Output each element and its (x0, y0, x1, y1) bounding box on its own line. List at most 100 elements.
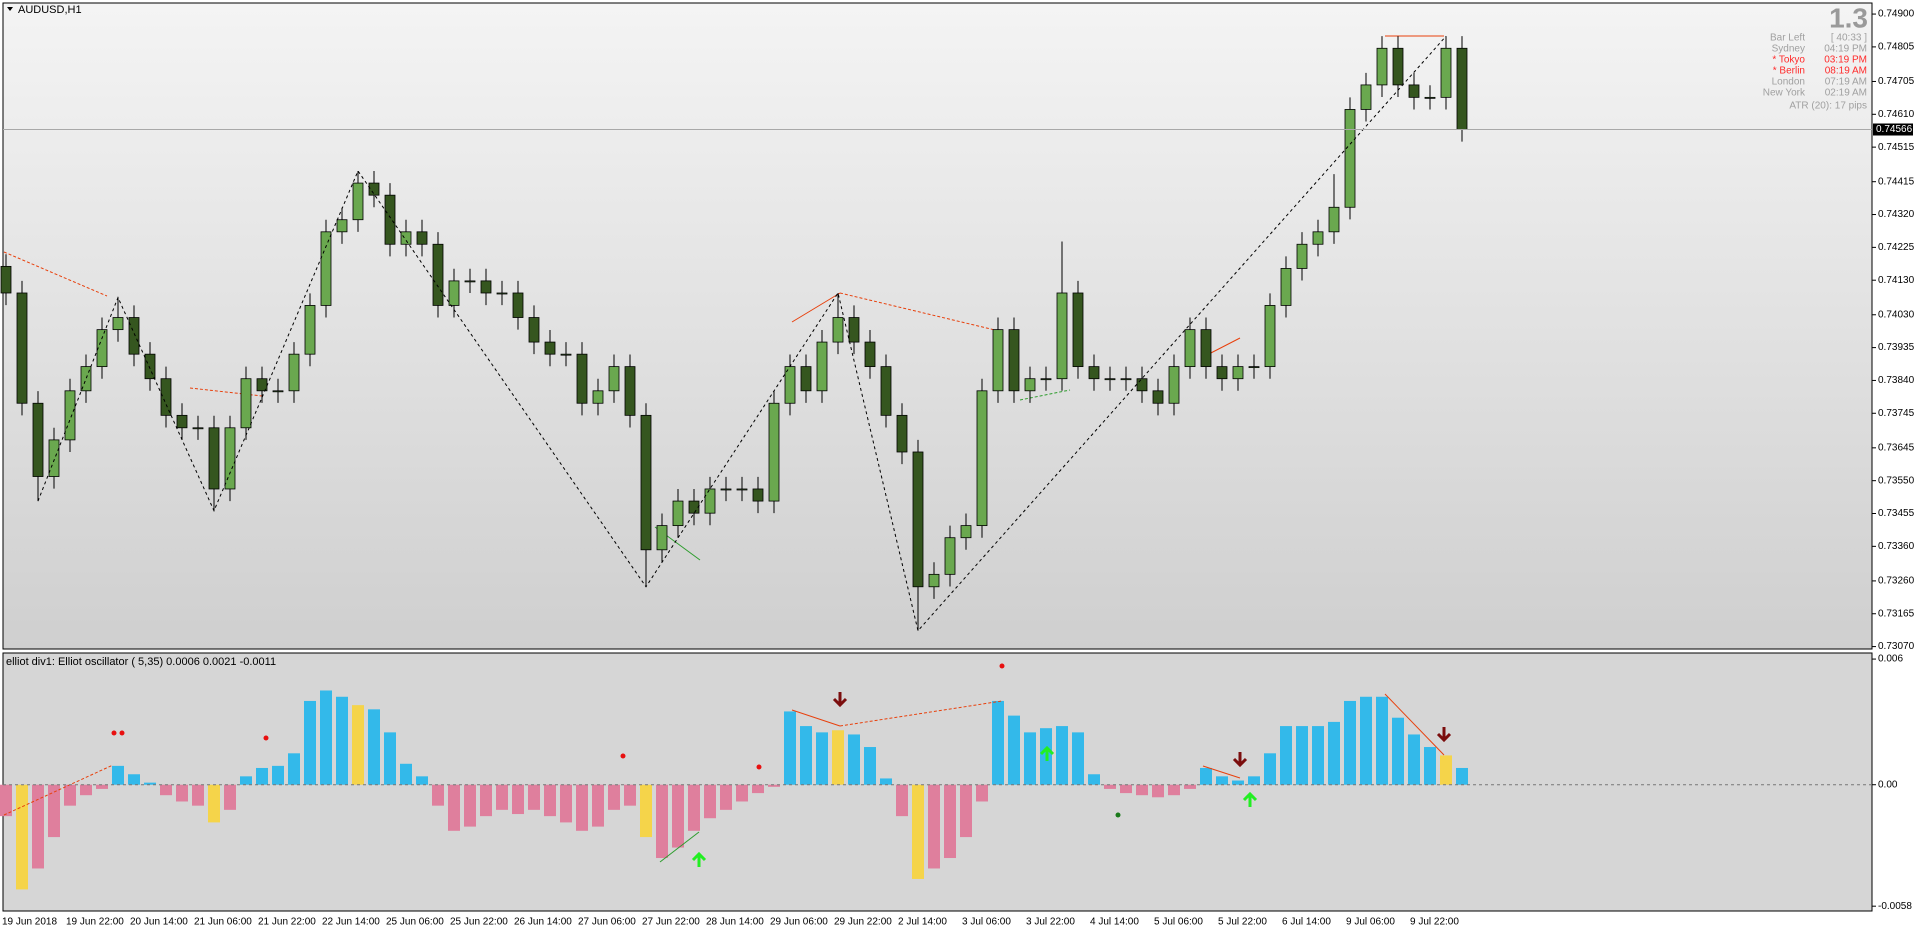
candle-body (816, 341, 828, 392)
candle-body (1120, 378, 1132, 381)
candle-body (1200, 329, 1212, 368)
x-tick-label: 27 Jun 06:00 (578, 917, 636, 928)
oscillator-bar (1344, 700, 1356, 785)
session-label: London (1772, 77, 1805, 88)
candle-body (1312, 231, 1324, 245)
divergence-line (1019, 389, 1071, 401)
candle-body (848, 317, 860, 343)
session-value: 03:19 PM (1824, 55, 1867, 66)
x-tick-label: 2 Jul 14:00 (898, 917, 947, 928)
oscillator-bar (1440, 755, 1452, 785)
oscillator-bar (1248, 776, 1260, 785)
candle-body (576, 353, 588, 404)
x-tick-label: 25 Jun 06:00 (386, 917, 444, 928)
signal-dot (1115, 812, 1121, 818)
candle-body (288, 353, 300, 392)
oscillator-bar (608, 784, 620, 810)
candle-body (1024, 378, 1036, 392)
oscillator-bar (240, 776, 252, 785)
candle-body (32, 402, 44, 477)
candle-body (720, 488, 732, 491)
oscillator-bar (368, 709, 380, 785)
oscillator-bar (416, 776, 428, 785)
oscillator-bar (1024, 732, 1036, 785)
candle-body (1184, 329, 1196, 368)
candle-body (352, 182, 364, 221)
divergence-line (839, 700, 1003, 727)
oscillator-bar (1280, 726, 1292, 785)
candle-body (16, 292, 28, 404)
candle-body (704, 488, 716, 514)
candle-body (480, 280, 492, 294)
oscillator-bar (256, 767, 268, 785)
oscillator-bar (432, 784, 444, 806)
oscillator-bar (1008, 715, 1020, 785)
x-tick-label: 5 Jul 06:00 (1154, 917, 1203, 928)
divergence-line (3, 251, 108, 297)
y-tick-label: 0.74415 (1878, 176, 1915, 187)
signal-dot (111, 730, 117, 736)
x-tick-label: 3 Jul 22:00 (1026, 917, 1075, 928)
oscillator-bar (192, 784, 204, 806)
candle-body (1392, 47, 1404, 86)
candle-body (544, 341, 556, 355)
y-tick-label: 0.74900 (1878, 9, 1915, 20)
x-tick-label: 26 Jun 14:00 (514, 917, 572, 928)
sell-arrow (1436, 727, 1452, 743)
candle-body (1248, 366, 1260, 369)
oscillator-bar (304, 700, 316, 785)
y-tick-label: 0.006 (1878, 654, 1903, 665)
y-tick-label: 0.00 (1878, 779, 1898, 790)
candle-body (416, 231, 428, 245)
candle-body (640, 414, 652, 551)
x-tick-label: 28 Jun 14:00 (706, 917, 764, 928)
oscillator-bar (1136, 784, 1148, 796)
candle-body (1376, 47, 1388, 86)
oscillator-bar (1120, 784, 1132, 794)
candle-body (1456, 47, 1468, 130)
x-tick-label: 5 Jul 22:00 (1218, 917, 1267, 928)
oscillator-bar (880, 778, 892, 785)
oscillator-bar (976, 784, 988, 802)
oscillator-bar (1312, 726, 1324, 785)
oscillator-bar (0, 784, 12, 817)
y-tick-label: 0.73260 (1878, 576, 1915, 587)
x-tick-label: 19 Jun 2018 (2, 917, 57, 928)
candle-body (176, 414, 188, 429)
candle-body (1088, 366, 1100, 380)
y-tick-label: 0.73455 (1878, 508, 1915, 519)
oscillator-bar (640, 784, 652, 838)
oscillator-bar (1296, 726, 1308, 785)
session-label: New York (1763, 88, 1806, 99)
oscillator-bar (96, 784, 108, 789)
oscillator-bar (544, 784, 556, 817)
candle-body (912, 451, 924, 588)
buy-arrow (1039, 745, 1055, 761)
x-tick-label: 9 Jul 22:00 (1410, 917, 1459, 928)
candle-body (864, 341, 876, 368)
candle-body (896, 414, 908, 453)
candle-body (1168, 366, 1180, 404)
oscillator-bar (32, 784, 44, 869)
candle-body (272, 390, 284, 393)
oscillator-bar (752, 784, 764, 794)
oscillator-bar (528, 784, 540, 810)
x-tick-label: 22 Jun 14:00 (322, 917, 380, 928)
x-tick-label: 20 Jun 14:00 (130, 917, 188, 928)
oscillator-bar (896, 784, 908, 817)
x-tick-label: 21 Jun 22:00 (258, 917, 316, 928)
candle-body (1360, 84, 1372, 110)
atr-label: ATR (20): 17 pips (1789, 101, 1867, 112)
oscillator-bar (352, 705, 364, 785)
x-tick-label: 29 Jun 22:00 (834, 917, 892, 928)
candle-body (1136, 378, 1148, 392)
divergence-line (1202, 765, 1241, 779)
oscillator-bar (944, 784, 956, 859)
x-tick-label: 21 Jun 06:00 (194, 917, 252, 928)
candle-body (1408, 84, 1420, 98)
oscillator-bar (1456, 767, 1468, 785)
oscillator-bar (384, 732, 396, 785)
symbol-menu-icon[interactable] (7, 7, 13, 11)
oscillator-bar (1200, 767, 1212, 785)
session-label: * Berlin (1773, 66, 1805, 77)
